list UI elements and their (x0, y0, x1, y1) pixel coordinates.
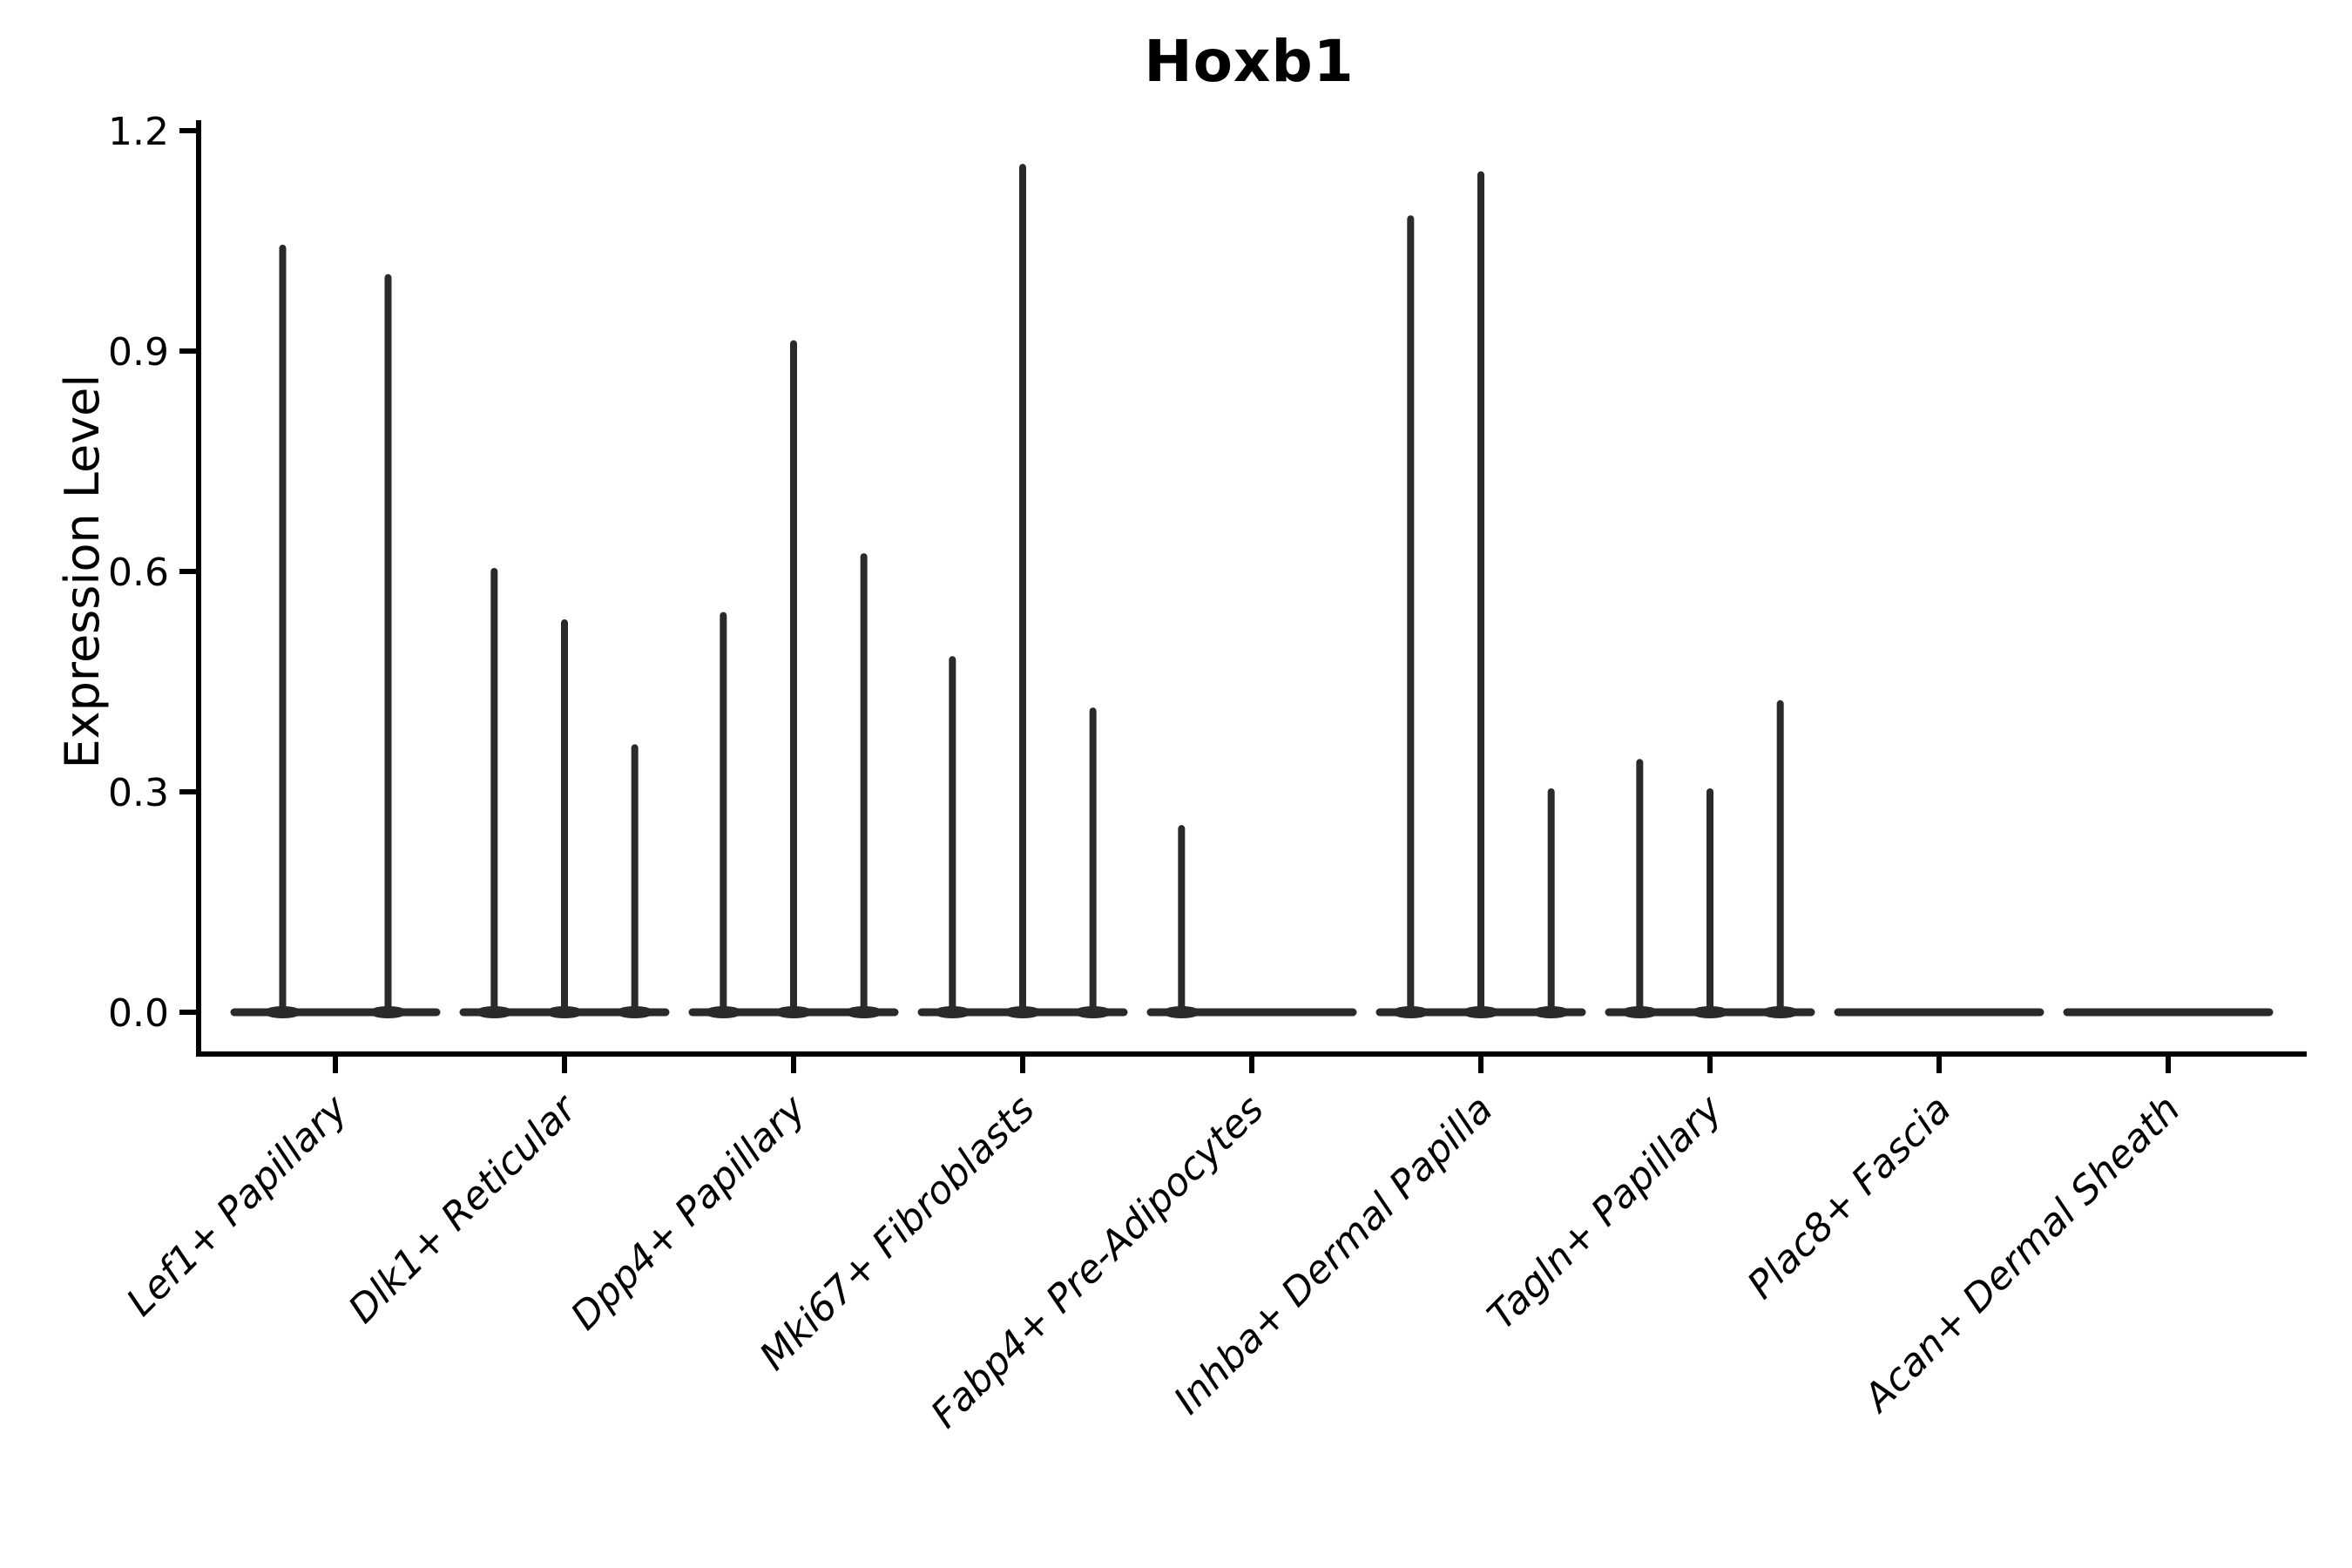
x-tick-label: Dlk1+ Reticular (340, 1085, 586, 1332)
axis-spines (196, 120, 2307, 1057)
x-tick-label: Plac8+ Fascia (1739, 1087, 1959, 1308)
x-tick-label: Lef1+ Papillary (118, 1086, 357, 1325)
y-tick-label: 0.3 (108, 771, 169, 815)
y-tick-label: 0.9 (108, 330, 169, 375)
y-tick-label: 0.0 (108, 991, 169, 1036)
y-tick-label: 1.2 (108, 110, 169, 154)
x-tick-label: Tagln+ Papillary (1479, 1086, 1731, 1338)
x-tick-label: Dpp4+ Papillary (563, 1086, 815, 1339)
plot-title: Hoxb1 (1144, 28, 1355, 95)
y-tick-label: 0.6 (108, 551, 169, 595)
